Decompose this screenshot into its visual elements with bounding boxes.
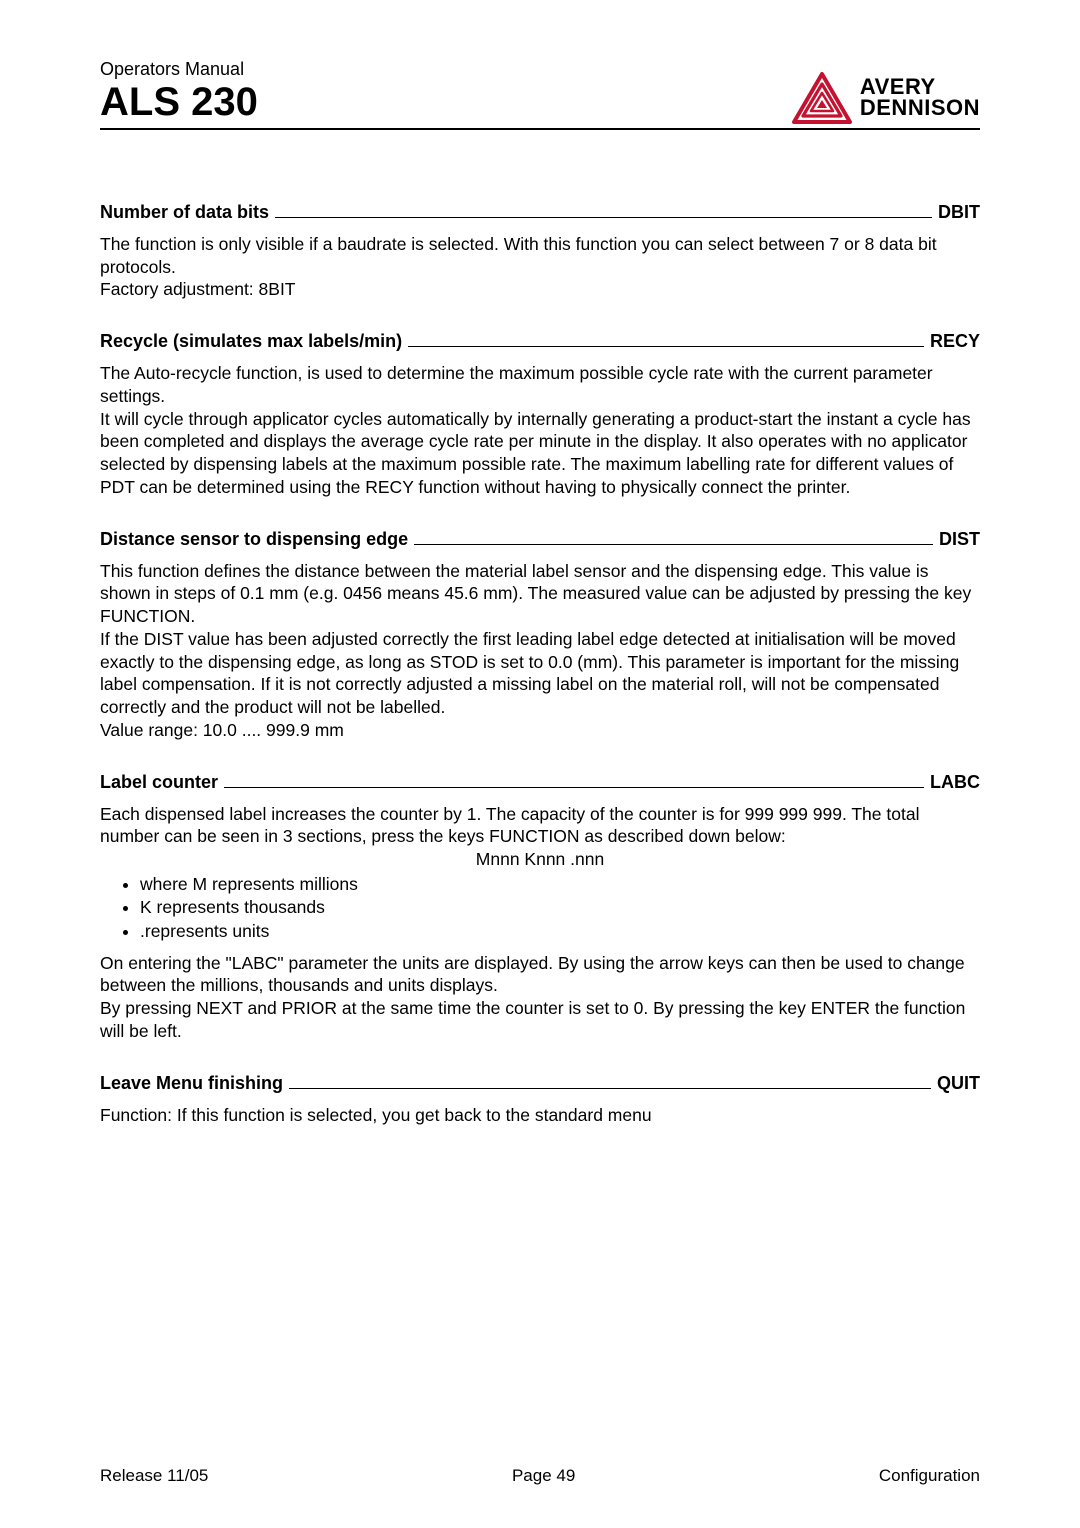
paragraph: Factory adjustment: 8BIT [100,278,980,301]
list-item: where M represents millions [140,873,980,897]
logo-line2: DENNISON [860,98,980,119]
section-body: The Auto-recycle function, is used to de… [100,362,980,499]
section-body: The function is only visible if a baudra… [100,233,980,301]
paragraph: The Auto-recycle function, is used to de… [100,362,980,408]
section-title: Recycle (simulates max labels/min) [100,331,402,352]
section-body: Each dispensed label increases the count… [100,803,980,871]
list-item: K represents thousands [140,896,980,920]
brand-logo: AVERY DENNISON [792,72,980,124]
paragraph: Each dispensed label increases the count… [100,803,980,849]
page-header: Operators Manual ALS 230 AVERY DENNISON [100,60,980,130]
section-code: DIST [939,529,980,550]
list-item: .represents units [140,920,980,944]
section-recy: Recycle (simulates max labels/min) RECY … [100,331,980,499]
header-model: ALS 230 [100,80,258,124]
paragraph: On entering the "LABC" parameter the uni… [100,952,980,998]
section-quit: Leave Menu finishing QUIT Function: If t… [100,1073,980,1127]
heading-underline [275,217,932,218]
avery-triangle-icon [792,72,852,124]
section-heading: Label counter LABC [100,772,980,793]
section-code: DBIT [938,202,980,223]
section-title: Label counter [100,772,218,793]
bullet-list: where M represents millions K represents… [100,873,980,944]
section-title: Leave Menu finishing [100,1073,283,1094]
paragraph: If the DIST value has been adjusted corr… [100,628,980,719]
section-body: This function defines the distance betwe… [100,560,980,742]
page-content: Operators Manual ALS 230 AVERY DENNISON … [0,0,1080,1196]
header-subtitle: Operators Manual [100,60,258,80]
heading-underline [414,544,933,545]
footer-page: Page 49 [512,1466,575,1486]
footer-release: Release 11/05 [100,1466,208,1486]
section-body: On entering the "LABC" parameter the uni… [100,952,980,1043]
section-heading: Distance sensor to dispensing edge DIST [100,529,980,550]
paragraph: This function defines the distance betwe… [100,560,980,628]
section-code: LABC [930,772,980,793]
heading-underline [408,346,924,347]
heading-underline [224,787,924,788]
section-title: Distance sensor to dispensing edge [100,529,408,550]
paragraph: It will cycle through applicator cycles … [100,408,980,499]
paragraph: The function is only visible if a baudra… [100,233,980,279]
section-labc: Label counter LABC Each dispensed label … [100,772,980,1043]
section-heading: Number of data bits DBIT [100,202,980,223]
section-dbit: Number of data bits DBIT The function is… [100,202,980,301]
section-dist: Distance sensor to dispensing edge DIST … [100,529,980,742]
counter-format: Mnnn Knnn .nnn [100,848,980,871]
section-code: QUIT [937,1073,980,1094]
brand-logo-text: AVERY DENNISON [860,77,980,119]
paragraph: Value range: 10.0 .... 999.9 mm [100,719,980,742]
paragraph: By pressing NEXT and PRIOR at the same t… [100,997,980,1043]
page-footer: Release 11/05 Page 49 Configuration [100,1466,980,1486]
section-heading: Recycle (simulates max labels/min) RECY [100,331,980,352]
header-left: Operators Manual ALS 230 [100,60,258,124]
section-code: RECY [930,331,980,352]
section-heading: Leave Menu finishing QUIT [100,1073,980,1094]
heading-underline [289,1088,931,1089]
paragraph: Function: If this function is selected, … [100,1104,980,1127]
section-body: Function: If this function is selected, … [100,1104,980,1127]
footer-section: Configuration [879,1466,980,1486]
section-title: Number of data bits [100,202,269,223]
